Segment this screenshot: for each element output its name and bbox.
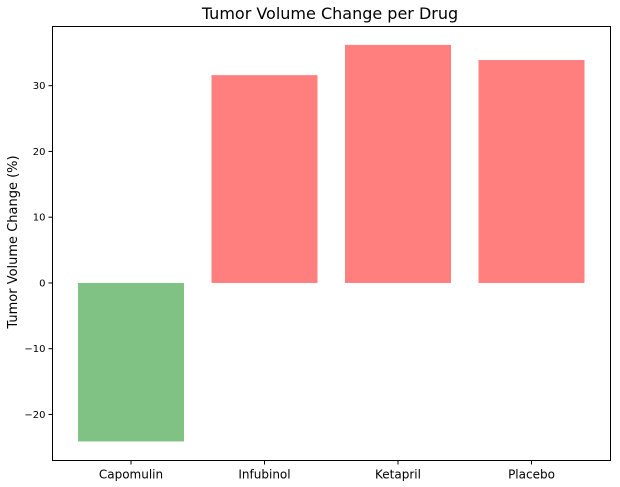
y-tick-label: 10 <box>33 213 46 224</box>
bars-group <box>78 44 585 442</box>
y-tick-label: −20 <box>24 410 45 421</box>
y-tick-label: −10 <box>24 344 45 355</box>
y-axis-label: Tumor Volume Change (%) <box>6 155 21 329</box>
x-tick-label: Ketapril <box>375 468 421 482</box>
bar-capomulin <box>78 282 184 442</box>
y-tick-label: 30 <box>33 81 46 92</box>
y-tick-label: 0 <box>39 278 45 289</box>
chart-title: Tumor Volume Change per Drug <box>201 4 458 23</box>
bar-infubinol <box>211 75 318 283</box>
y-axis-ticks: −20 −10 0 10 20 30 <box>24 81 53 421</box>
y-tick-label: 20 <box>33 147 46 158</box>
x-tick-label: Capomulin <box>99 468 163 482</box>
bar-ketapril <box>345 44 451 283</box>
x-tick-label: Infubinol <box>238 468 290 482</box>
x-axis-ticks: Capomulin Infubinol Ketapril Placebo <box>99 460 555 482</box>
bar-placebo <box>478 60 585 283</box>
x-tick-label: Placebo <box>508 468 555 482</box>
plot-frame <box>52 26 611 461</box>
